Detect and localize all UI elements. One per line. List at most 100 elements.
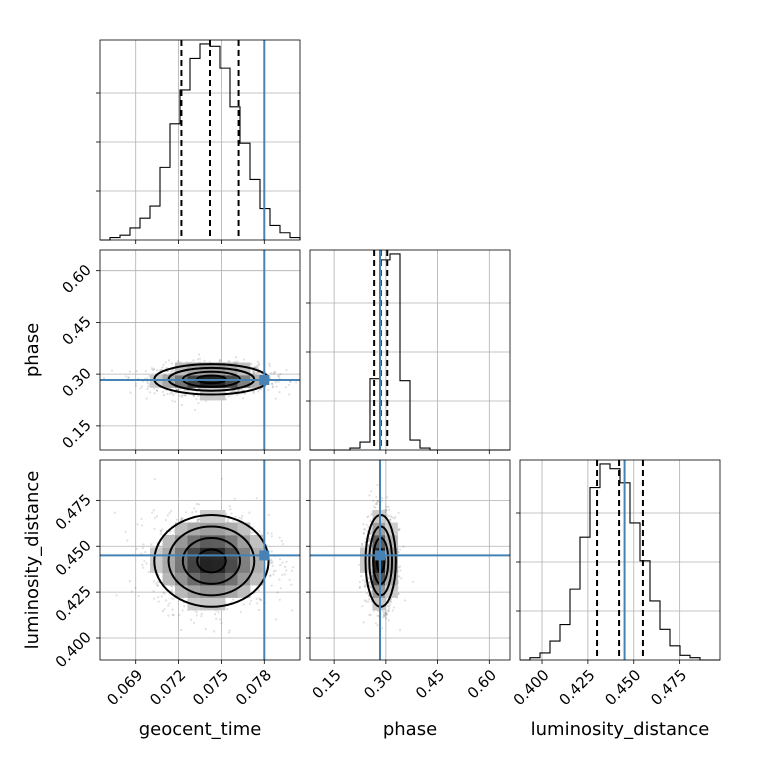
tick-label-y: 0.425 <box>52 582 95 625</box>
sample-point <box>385 513 388 516</box>
sample-point <box>269 574 272 577</box>
sample-point <box>290 583 293 586</box>
sample-point <box>153 478 156 481</box>
sample-point <box>256 364 259 367</box>
sample-point <box>213 630 216 633</box>
sample-point <box>305 583 307 585</box>
sample-point <box>145 562 148 565</box>
sample-point <box>365 523 368 526</box>
sample-point <box>200 615 203 618</box>
sample-point <box>369 586 372 589</box>
sample-point <box>151 511 154 514</box>
sample-point <box>368 538 372 541</box>
sample-point <box>367 577 370 581</box>
sample-point <box>385 505 388 508</box>
sample-point <box>253 370 256 373</box>
sample-point <box>200 612 203 616</box>
sample-point <box>402 545 405 549</box>
sample-point <box>226 607 229 611</box>
sample-point <box>392 606 395 609</box>
sample-point <box>389 515 392 518</box>
sample-point <box>252 390 255 393</box>
tick-label-y: 0.475 <box>52 490 95 533</box>
sample-point <box>368 581 371 584</box>
sample-point <box>182 394 185 397</box>
sample-point <box>287 383 291 386</box>
sample-point <box>155 389 159 392</box>
sample-point <box>397 551 400 554</box>
sample-point <box>403 599 406 602</box>
sample-point <box>370 530 373 534</box>
density-cell <box>212 510 226 523</box>
sample-point <box>258 362 261 365</box>
sample-point <box>203 360 206 363</box>
sample-point <box>233 390 236 393</box>
sample-point <box>388 603 391 606</box>
sample-point <box>160 368 163 371</box>
density-cell <box>212 375 226 388</box>
sample-point <box>240 517 243 520</box>
sample-point <box>171 608 174 611</box>
sample-point <box>254 366 258 369</box>
sample-point <box>253 373 256 376</box>
sample-point <box>195 611 198 614</box>
sample-point <box>140 385 143 388</box>
sample-point <box>148 384 151 387</box>
sample-point <box>180 517 183 520</box>
sample-point <box>381 627 384 630</box>
density-cell <box>212 535 226 548</box>
sample-point <box>387 505 390 508</box>
sample-point <box>383 615 387 618</box>
sample-point <box>389 518 392 522</box>
panel-hist-phase <box>306 249 511 454</box>
sample-point <box>249 387 252 390</box>
sample-point <box>230 512 233 515</box>
sample-point <box>255 597 258 601</box>
sample-point <box>168 602 171 605</box>
sample-point <box>156 581 159 584</box>
panel-hist-luminosity_distance <box>516 459 721 664</box>
sample-point <box>364 600 367 603</box>
sample-point <box>290 569 293 572</box>
sample-point <box>382 610 385 613</box>
sample-point <box>257 390 260 393</box>
sample-point <box>389 518 392 521</box>
density-cell <box>175 375 188 388</box>
sample-point <box>142 566 145 569</box>
sample-point <box>169 392 172 395</box>
sample-point <box>285 569 288 572</box>
sample-point <box>130 590 133 593</box>
sample-point <box>374 502 377 506</box>
sample-point <box>257 589 260 592</box>
sample-point <box>366 516 369 519</box>
sample-point <box>156 369 159 372</box>
sample-point <box>368 580 371 584</box>
sample-point <box>278 578 281 581</box>
histogram-luminosity_distance <box>520 463 720 661</box>
sample-point <box>154 516 157 520</box>
truth-marker <box>259 550 270 561</box>
sample-point <box>127 376 130 379</box>
sample-point <box>172 597 175 601</box>
sample-point <box>277 380 280 383</box>
sample-point <box>274 381 277 384</box>
sample-point <box>387 514 390 518</box>
sample-point <box>158 369 162 372</box>
sample-point <box>156 584 159 587</box>
sample-point <box>257 367 260 370</box>
tick-label-x: 0.30 <box>360 666 396 702</box>
sample-point <box>177 359 180 363</box>
sample-point <box>367 526 370 529</box>
sample-point <box>225 512 228 515</box>
sample-point <box>272 372 275 375</box>
sample-point <box>170 597 173 600</box>
sample-point <box>159 532 162 536</box>
sample-point <box>243 392 247 395</box>
density-cell <box>250 535 263 548</box>
sample-point <box>145 397 148 400</box>
tick-label-x: 0.475 <box>647 666 690 709</box>
tick-label-x: 0.450 <box>601 666 644 709</box>
sample-point <box>180 395 183 398</box>
sample-point <box>196 358 199 361</box>
